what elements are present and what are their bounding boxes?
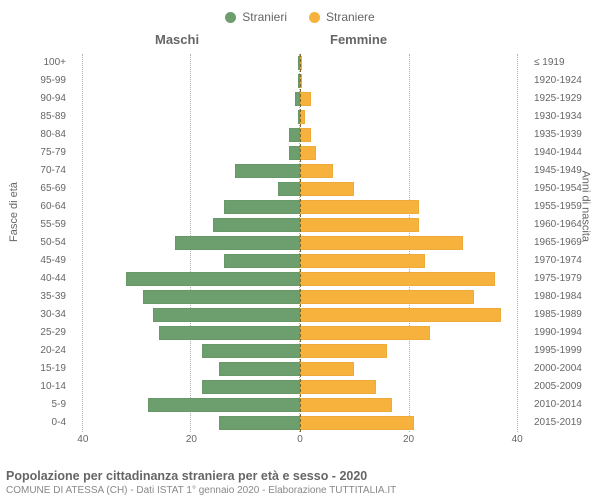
bar-female	[300, 164, 333, 178]
x-tick: 20	[186, 434, 197, 445]
year-label: 2000-2004	[534, 360, 600, 378]
age-label: 35-39	[0, 288, 66, 306]
legend: Stranieri Straniere	[0, 0, 600, 28]
bar-male	[159, 326, 300, 340]
bar-female	[300, 218, 419, 232]
age-label: 20-24	[0, 342, 66, 360]
bar-male	[213, 218, 300, 232]
bar-male	[289, 128, 300, 142]
bar-male	[224, 200, 300, 214]
legend-male: Stranieri	[225, 6, 287, 28]
bar-male	[219, 416, 300, 430]
header-female: Femmine	[330, 32, 387, 47]
bar-female	[300, 344, 387, 358]
year-labels: ≤ 19191920-19241925-19291930-19341935-19…	[530, 54, 600, 432]
legend-female-swatch	[309, 12, 320, 23]
bar-male	[224, 254, 300, 268]
age-label: 100+	[0, 54, 66, 72]
y-axis-title-right: Anni di nascita	[580, 170, 592, 242]
age-label: 85-89	[0, 108, 66, 126]
bar-female	[300, 398, 392, 412]
age-labels: 100+95-9990-9485-8980-8475-7970-7465-696…	[0, 54, 70, 432]
age-label: 10-14	[0, 378, 66, 396]
bar-male	[289, 146, 300, 160]
bar-female	[300, 272, 495, 286]
age-label: 75-79	[0, 144, 66, 162]
side-headers: Maschi Femmine	[0, 32, 600, 50]
year-label: 1970-1974	[534, 252, 600, 270]
bar-female	[300, 362, 354, 376]
bar-female	[300, 200, 419, 214]
chart-title: Popolazione per cittadinanza straniera p…	[6, 469, 594, 483]
age-label: 15-19	[0, 360, 66, 378]
x-tick: 20	[403, 434, 414, 445]
year-label: 1940-1944	[534, 144, 600, 162]
bar-female	[300, 308, 501, 322]
population-pyramid-chart: Stranieri Straniere Maschi Femmine 100+9…	[0, 0, 600, 500]
bar-male	[153, 308, 300, 322]
year-label: 1935-1939	[534, 126, 600, 144]
bar-male	[202, 344, 300, 358]
chart-subtitle: COMUNE DI ATESSA (CH) - Dati ISTAT 1° ge…	[6, 485, 594, 496]
year-label: 1985-1989	[534, 306, 600, 324]
bar-male	[148, 398, 300, 412]
year-label: 1925-1929	[534, 90, 600, 108]
bar-female	[300, 236, 463, 250]
title-block: Popolazione per cittadinanza straniera p…	[6, 469, 594, 496]
bar-male	[175, 236, 300, 250]
age-label: 0-4	[0, 414, 66, 432]
year-label: 2015-2019	[534, 414, 600, 432]
x-tick: 40	[77, 434, 88, 445]
y-axis-title-left: Fasce di età	[8, 182, 20, 242]
age-label: 25-29	[0, 324, 66, 342]
bar-male	[143, 290, 300, 304]
age-label: 30-34	[0, 306, 66, 324]
x-axis: 40200 2040	[72, 432, 528, 452]
age-label: 95-99	[0, 72, 66, 90]
bar-female	[300, 182, 354, 196]
bar-male	[126, 272, 300, 286]
plot-area	[72, 54, 528, 432]
bar-female	[300, 254, 425, 268]
year-label: 1995-1999	[534, 342, 600, 360]
bar-male	[202, 380, 300, 394]
bar-male	[278, 182, 300, 196]
x-tick: 40	[512, 434, 523, 445]
legend-male-swatch	[225, 12, 236, 23]
year-label: 1930-1934	[534, 108, 600, 126]
age-label: 90-94	[0, 90, 66, 108]
year-label: 1990-1994	[534, 324, 600, 342]
bar-female	[300, 326, 430, 340]
legend-female-label: Straniere	[326, 10, 375, 24]
center-axis-line	[300, 54, 301, 432]
year-label: 2010-2014	[534, 396, 600, 414]
bar-female	[300, 146, 316, 160]
age-label: 70-74	[0, 162, 66, 180]
year-label: 1980-1984	[534, 288, 600, 306]
bar-male	[235, 164, 300, 178]
bar-female	[300, 380, 376, 394]
bar-male	[219, 362, 300, 376]
bar-female	[300, 416, 414, 430]
year-label: ≤ 1919	[534, 54, 600, 72]
legend-female: Straniere	[309, 6, 375, 28]
age-label: 80-84	[0, 126, 66, 144]
age-label: 45-49	[0, 252, 66, 270]
age-label: 5-9	[0, 396, 66, 414]
legend-male-label: Stranieri	[242, 10, 287, 24]
bar-female	[300, 290, 474, 304]
header-male: Maschi	[155, 32, 199, 47]
year-label: 2005-2009	[534, 378, 600, 396]
age-label: 40-44	[0, 270, 66, 288]
bar-female	[300, 128, 311, 142]
year-label: 1975-1979	[534, 270, 600, 288]
bar-female	[300, 92, 311, 106]
year-label: 1920-1924	[534, 72, 600, 90]
